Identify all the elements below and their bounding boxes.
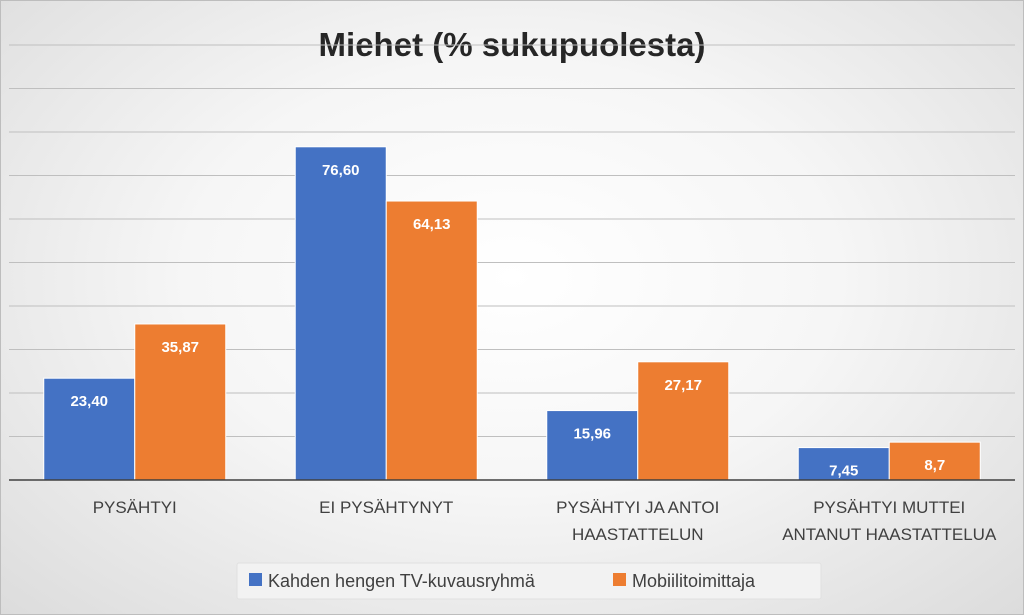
category-labels: PYSÄHTYI EI PYSÄHTYNYT PYSÄHTYI JA ANTOI HA… xyxy=(93,498,997,544)
legend-swatch xyxy=(613,573,626,586)
category-label: HAASTATTELUN xyxy=(572,525,704,544)
data-label: 8,7 xyxy=(924,457,945,474)
category-label: ANTANUT HAASTATTELUA xyxy=(782,525,997,544)
bar-series1-cat3 xyxy=(546,410,639,481)
bar-series2-cat1 xyxy=(134,323,227,481)
legend-box xyxy=(236,562,822,600)
category-label: PYSÄHTYI xyxy=(93,498,177,517)
category-label: PYSÄHTYI MUTTEI xyxy=(813,498,965,517)
legend-label: Kahden hengen TV-kuvausryhmä xyxy=(268,571,536,591)
legend-label: Mobiilitoimittaja xyxy=(632,571,756,591)
data-label: 7,45 xyxy=(829,463,858,480)
data-label: 35,87 xyxy=(161,339,199,356)
category-label: EI PYSÄHTYNYT xyxy=(319,498,453,517)
bar-series2-cat3 xyxy=(637,361,730,481)
bar-series2-cat4 xyxy=(888,441,981,481)
bars xyxy=(43,146,981,481)
legend: Kahden hengen TV-kuvausryhmä Mobiilitoimi… xyxy=(236,562,822,600)
data-label: 23,40 xyxy=(70,393,108,410)
data-label: 27,17 xyxy=(664,377,702,394)
category-label: PYSÄHTYI JA ANTOI xyxy=(556,498,719,517)
data-label: 64,13 xyxy=(413,216,451,233)
bar-series1-cat1 xyxy=(43,377,136,481)
data-label: 76,60 xyxy=(322,162,360,179)
data-label: 15,96 xyxy=(573,426,611,443)
bar-series2-cat2 xyxy=(385,200,478,481)
legend-swatch xyxy=(249,573,262,586)
data-labels: 23,40 35,87 76,60 64,13 15,96 27,17 7,45 8,7 xyxy=(70,162,945,480)
bar-series1-cat2 xyxy=(294,146,387,481)
